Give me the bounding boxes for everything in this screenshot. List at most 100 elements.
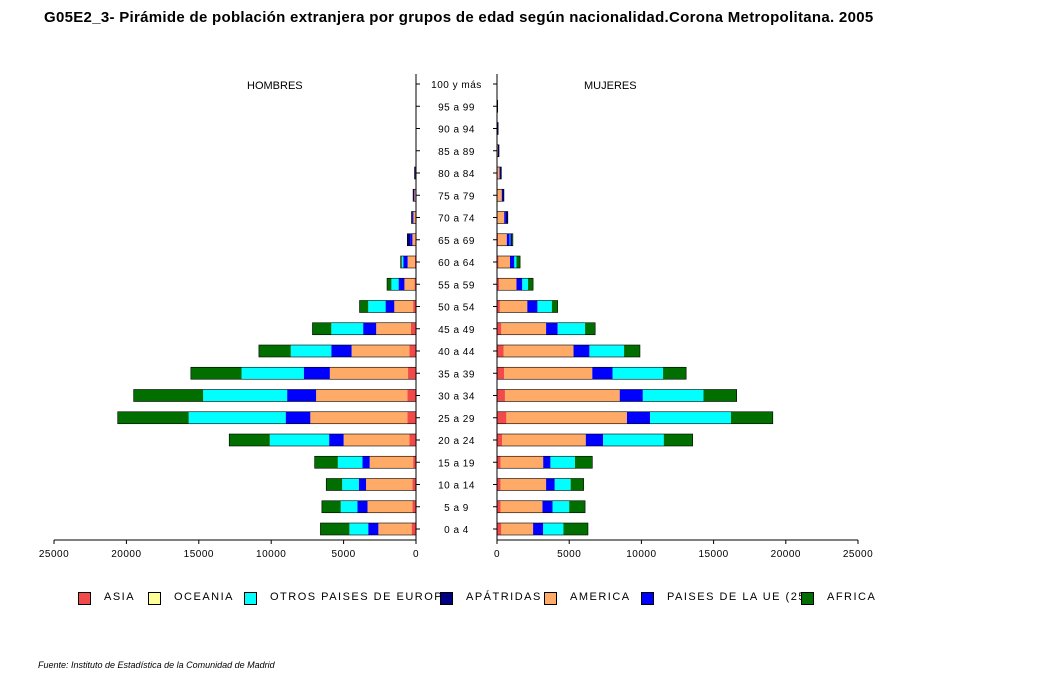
bar-women-5-a-9-otros-europa	[552, 500, 570, 513]
age-label-15-a-19: 15 a 19	[438, 458, 475, 469]
men-bars	[117, 166, 417, 536]
bar-women-35-a-39-ue25	[592, 367, 613, 380]
age-label-10-a-14: 10 a 14	[438, 481, 475, 492]
age-group-labels: 0 a 4 5 a 9 10 a 14 15 a 19 20 a 24 25 a 29 30…	[431, 80, 481, 536]
women-x-tick-label: 0	[494, 549, 500, 560]
bar-women-80-a-84-america	[497, 167, 500, 179]
bar-men-0-a-4-asia	[411, 523, 416, 535]
bar-men-40-a-44-africa	[258, 345, 291, 357]
bar-men-0-a-4-america	[378, 523, 412, 535]
bar-women-50-a-54-ue25	[527, 300, 538, 313]
bar-women-20-a-24-africa	[663, 434, 693, 446]
bar-men-10-a-14-ue25	[358, 478, 367, 491]
legend-swatch-apatridas	[440, 592, 453, 605]
bar-women-60-a-64-america	[498, 256, 510, 268]
bar-women-70-a-74-america	[497, 211, 505, 224]
legend: ASIA OCEANIA OTROS PAISES DE EUROPA APÁT…	[78, 590, 1038, 612]
bar-women-10-a-14-america	[500, 478, 547, 491]
bar-men-40-a-44-otros-europa	[290, 345, 332, 357]
bar-women-0-a-4-ue25	[533, 523, 544, 535]
bar-women-25-a-29-asia	[497, 411, 507, 424]
bar-women-80-a-84-apatridas	[499, 167, 502, 179]
bar-men-15-a-19-ue25	[362, 456, 370, 469]
bar-women-50-a-54-africa	[551, 300, 558, 313]
age-label-70-a-74: 70 a 74	[438, 214, 475, 225]
bar-women-0-a-4-asia	[497, 523, 502, 535]
men-x-tick-label: 25000	[39, 549, 69, 560]
bar-men-50-a-54-asia	[413, 300, 416, 313]
bar-men-50-a-54-ue25	[385, 300, 395, 313]
bar-women-35-a-39-africa	[663, 367, 687, 380]
bar-men-60-a-64-otros-europa	[401, 256, 404, 268]
bar-men-0-a-4-otros-europa	[349, 523, 369, 535]
bar-men-45-a-49-asia	[410, 322, 416, 335]
bar-women-55-a-59-america	[499, 278, 517, 291]
bar-women-35-a-39-america	[504, 367, 593, 380]
bar-men-55-a-59-africa	[387, 278, 392, 291]
bar-women-90-a-94-apatridas	[497, 122, 499, 135]
bar-women-65-a-69-america	[498, 233, 507, 246]
bar-men-10-a-14-africa	[326, 478, 343, 491]
bar-men-35-a-39-america	[329, 367, 409, 380]
age-label-0-a-4: 0 a 4	[444, 525, 469, 536]
women-x-tick-label: 15000	[698, 549, 728, 560]
bar-men-55-a-59-asia	[414, 278, 416, 291]
bar-women-20-a-24-ue25	[585, 434, 604, 446]
legend-label-asia: ASIA	[104, 591, 136, 603]
bar-men-25-a-29-africa	[117, 411, 189, 424]
age-label-35-a-39: 35 a 39	[438, 369, 475, 380]
bar-women-65-a-69-asia	[497, 233, 499, 246]
age-label-75-a-79: 75 a 79	[438, 191, 475, 202]
bar-men-30-a-34-asia	[407, 389, 416, 402]
bar-men-5-a-9-africa	[321, 500, 341, 513]
bar-men-10-a-14-asia	[412, 478, 416, 491]
bar-women-5-a-9-ue25	[542, 500, 553, 513]
bar-men-70-a-74-ue25	[412, 211, 414, 224]
bar-women-75-a-79-america	[497, 189, 502, 202]
bar-men-70-a-74-america	[413, 211, 416, 224]
bar-women-15-a-19-america	[500, 456, 544, 469]
bar-women-55-a-59-africa	[528, 278, 534, 291]
women-x-tick-label: 5000	[557, 549, 581, 560]
bar-men-60-a-64-africa	[400, 256, 402, 268]
legend-swatch-oceania	[148, 592, 161, 605]
bar-women-60-a-64-asia	[497, 256, 499, 268]
bar-men-40-a-44-asia	[409, 345, 416, 357]
bar-men-45-a-49-america	[376, 322, 411, 335]
bar-men-10-a-14-america	[366, 478, 413, 491]
bar-men-20-a-24-africa	[229, 434, 270, 446]
bar-women-70-a-74-ue25	[504, 211, 506, 224]
women-x-tick-label: 25000	[843, 549, 873, 560]
bar-women-5-a-9-asia	[497, 500, 501, 513]
men-x-tick-label: 15000	[184, 549, 214, 560]
bar-women-15-a-19-africa	[574, 456, 593, 469]
bar-men-45-a-49-otros-europa	[331, 322, 364, 335]
chart-title: G05E2_3- Pirámide de población extranjer…	[44, 9, 874, 26]
men-x-tick-label: 10000	[256, 549, 286, 560]
age-label-50-a-54: 50 a 54	[438, 303, 475, 314]
bar-men-65-a-69-apatridas	[407, 233, 411, 246]
age-label-65-a-69: 65 a 69	[438, 236, 475, 247]
bar-women-20-a-24-otros-europa	[603, 434, 664, 446]
bar-men-75-a-79-apatridas	[413, 189, 415, 202]
age-label-60-a-64: 60 a 64	[438, 258, 475, 269]
bar-women-85-a-89-apatridas	[497, 144, 500, 157]
bar-men-30-a-34-america	[316, 389, 408, 402]
age-label-5-a-9: 5 a 9	[444, 503, 469, 514]
bar-women-30-a-34-ue25	[619, 389, 643, 402]
bar-men-25-a-29-asia	[407, 411, 416, 424]
bar-men-45-a-49-africa	[312, 322, 332, 335]
bar-men-50-a-54-america	[394, 300, 414, 313]
bar-men-65-a-69-america	[412, 233, 416, 246]
bar-women-55-a-59-otros-europa	[522, 278, 529, 291]
legend-label-africa: AFRICA	[827, 591, 877, 603]
bar-men-20-a-24-asia	[409, 434, 416, 446]
bar-women-40-a-44-ue25	[573, 345, 590, 357]
bar-women-55-a-59-ue25	[516, 278, 523, 291]
bar-women-50-a-54-america	[499, 300, 528, 313]
bar-men-25-a-29-ue25	[285, 411, 311, 424]
women-x-tick-label: 10000	[626, 549, 656, 560]
bar-women-65-a-69-apatridas	[510, 233, 513, 246]
legend-label-america: AMERICA	[570, 591, 631, 603]
